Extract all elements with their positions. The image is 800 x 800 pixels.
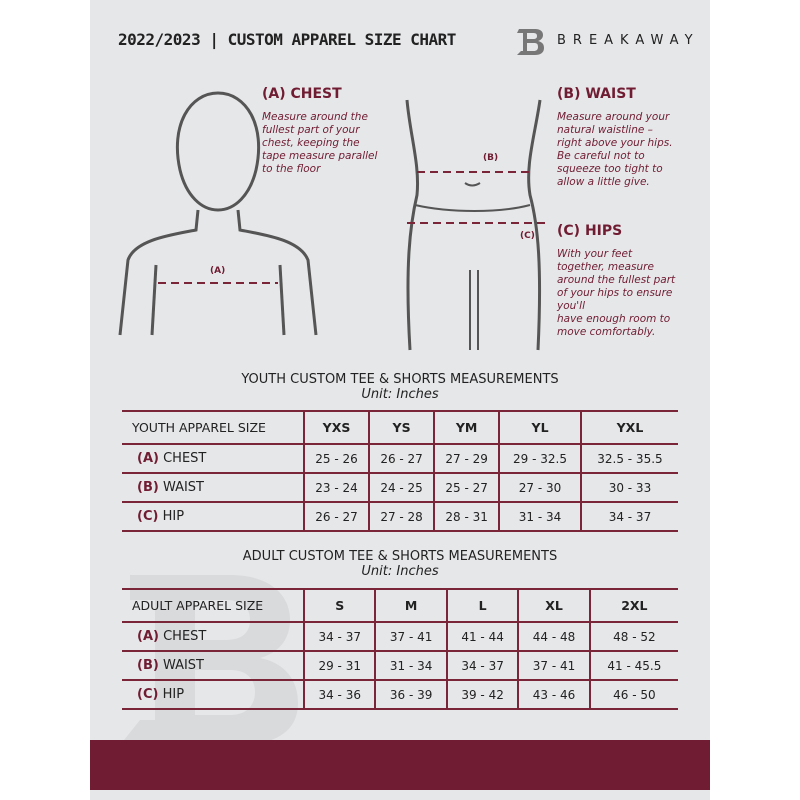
body-illustrations xyxy=(118,91,545,351)
size-header: YM xyxy=(434,410,501,445)
cell: 39 - 42 xyxy=(446,680,520,710)
row-label: (B) WAIST xyxy=(122,651,305,681)
size-header: YXL xyxy=(580,410,678,445)
cell: 27 - 30 xyxy=(499,473,582,503)
page-title: 2022/2023 | CUSTOM APPAREL SIZE CHART xyxy=(118,30,456,49)
size-header: YXS xyxy=(304,410,371,445)
cell: 43 - 46 xyxy=(518,680,591,710)
size-label: ADULT APPAREL SIZE xyxy=(122,588,305,623)
row-label: (C) HIP xyxy=(122,502,305,532)
youth-title: YOUTH CUSTOM TEE & SHORTS MEASUREMENTS xyxy=(241,372,559,387)
youth-section-header: YOUTH CUSTOM TEE & SHORTS MEASUREMENTS U… xyxy=(90,372,710,402)
row-label: (C) HIP xyxy=(122,680,305,710)
upper-body-figure-icon xyxy=(118,91,318,336)
size-label: YOUTH APPAREL SIZE xyxy=(122,410,305,445)
table-header-row: ADULT APPAREL SIZE S M L XL 2XL xyxy=(122,588,678,623)
footer-bar xyxy=(90,740,710,790)
cell: 32.5 - 35.5 xyxy=(580,444,678,474)
cell: 27 - 28 xyxy=(369,502,436,532)
cell: 24 - 25 xyxy=(369,473,436,503)
cell: 34 - 37 xyxy=(304,622,377,652)
waist-marker: (B) xyxy=(483,153,499,163)
cell: 37 - 41 xyxy=(375,622,448,652)
lower-body-figure-icon xyxy=(405,99,542,351)
chest-instructions: Measure around the fullest part of your … xyxy=(262,111,378,175)
cell: 26 - 27 xyxy=(369,444,436,474)
cell: 44 - 48 xyxy=(518,622,591,652)
cell: 25 - 27 xyxy=(434,473,501,503)
table-row: (B) WAIST 23 - 24 24 - 25 25 - 27 27 - 30 30 … xyxy=(122,473,678,503)
row-label: (B) WAIST xyxy=(122,473,305,503)
cell: 34 - 37 xyxy=(446,651,520,681)
cell: 29 - 32.5 xyxy=(499,444,582,474)
cell: 27 - 29 xyxy=(434,444,501,474)
cell: 29 - 31 xyxy=(304,651,377,681)
cell: 41 - 45.5 xyxy=(589,651,678,681)
cell: 25 - 26 xyxy=(304,444,371,474)
row-label: (A) CHEST xyxy=(122,622,305,652)
cell: 34 - 36 xyxy=(304,680,377,710)
cell: 36 - 39 xyxy=(375,680,448,710)
size-header: S xyxy=(304,588,377,623)
cell: 30 - 33 xyxy=(580,473,678,503)
cell: 31 - 34 xyxy=(375,651,448,681)
cell: 41 - 44 xyxy=(446,622,520,652)
waist-instructions: Measure around your natural waistline – … xyxy=(557,111,673,188)
adult-section-header: ADULT CUSTOM TEE & SHORTS MEASUREMENTS U… xyxy=(90,549,710,579)
size-header: M xyxy=(375,588,448,623)
cell: 31 - 34 xyxy=(499,502,582,532)
table-row: (B) WAIST 29 - 31 31 - 34 34 - 37 37 - 41 41 … xyxy=(122,651,678,681)
youth-unit: Unit: Inches xyxy=(361,387,439,402)
hips-heading: (C) HIPS xyxy=(557,223,623,239)
table-row: (A) CHEST 34 - 37 37 - 41 41 - 44 44 - 48 48 … xyxy=(122,622,678,652)
size-header: YS xyxy=(369,410,436,445)
cell: 34 - 37 xyxy=(580,502,678,532)
cell: 46 - 50 xyxy=(589,680,678,710)
chest-marker: (A) xyxy=(210,266,226,276)
size-header: YL xyxy=(499,410,582,445)
hips-marker: (C) xyxy=(520,231,535,241)
size-header: XL xyxy=(518,588,591,623)
chest-heading: (A) CHEST xyxy=(262,86,342,102)
hips-instructions: With your feet together, measure around … xyxy=(557,248,676,338)
cell: 26 - 27 xyxy=(304,502,371,532)
size-header: L xyxy=(446,588,520,623)
table-row: (C) HIP 26 - 27 27 - 28 28 - 31 31 - 34 34 - … xyxy=(122,502,678,532)
cell: 48 - 52 xyxy=(589,622,678,652)
adult-size-table: ADULT APPAREL SIZE S M L XL 2XL (A) CHES… xyxy=(122,588,678,710)
youth-size-table: YOUTH APPAREL SIZE YXS YS YM YL YXL (A) … xyxy=(122,410,678,532)
cell: 23 - 24 xyxy=(304,473,371,503)
brand-name: BREAKAWAY xyxy=(557,33,700,48)
size-header: 2XL xyxy=(589,588,678,623)
waist-heading: (B) WAIST xyxy=(557,86,636,102)
table-row: (A) CHEST 25 - 26 26 - 27 27 - 29 29 - 32.5 3… xyxy=(122,444,678,474)
cell: 37 - 41 xyxy=(518,651,591,681)
adult-unit: Unit: Inches xyxy=(361,564,439,579)
adult-title: ADULT CUSTOM TEE & SHORTS MEASUREMENTS xyxy=(242,549,558,564)
breakaway-logo-icon xyxy=(517,29,544,55)
table-header-row: YOUTH APPAREL SIZE YXS YS YM YL YXL xyxy=(122,410,678,445)
cell: 28 - 31 xyxy=(434,502,501,532)
table-row: (C) HIP 34 - 36 36 - 39 39 - 42 43 - 46 46 - … xyxy=(122,680,678,710)
row-label: (A) CHEST xyxy=(122,444,305,474)
